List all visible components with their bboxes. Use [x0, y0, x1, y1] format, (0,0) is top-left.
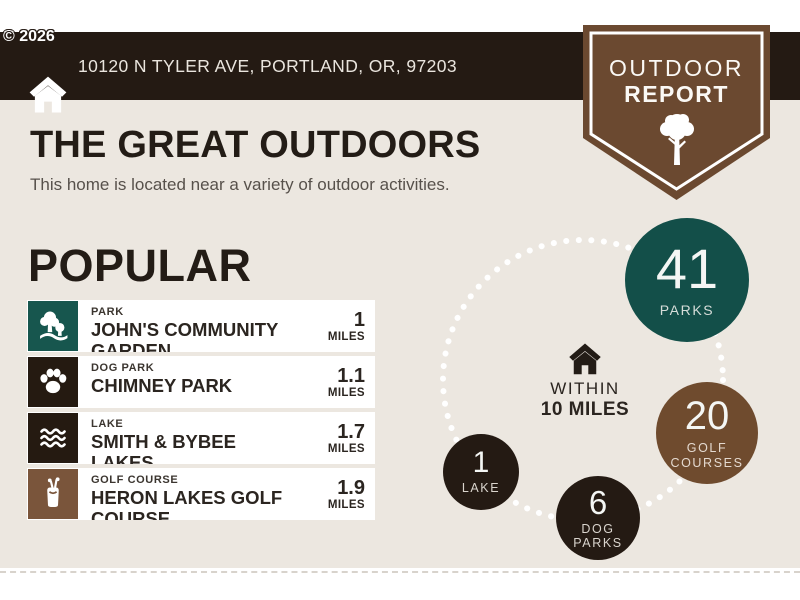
stat-label: GOLF COURSES: [670, 441, 744, 470]
poi-distance: 1.1 MILES: [307, 356, 375, 408]
stat-label: PARKS: [659, 302, 715, 319]
radius-center-label: WITHIN 10 MILES: [525, 342, 645, 421]
list-item-golf-course: GOLF COURSE HERON LAKES GOLF COURSE 1.9 …: [27, 468, 375, 520]
distance-value: 1: [353, 308, 365, 331]
stat-label: LAKE: [461, 481, 501, 496]
waves-icon: [28, 413, 78, 463]
list-item-dog-park: DOG PARK CHIMNEY PARK 1.1 MILES: [27, 356, 375, 408]
copyright-label: © 2026: [3, 28, 55, 45]
poi-category: GOLF COURSE: [91, 474, 179, 486]
distance-unit: MILES: [327, 498, 365, 511]
list-item-text: LAKE SMITH & BYBEE LAKES: [78, 412, 307, 464]
popular-list: PARK JOHN'S COMMUNITY GARDEN 1 MILES: [27, 300, 375, 524]
poi-name: JOHN'S COMMUNITY GARDEN: [91, 319, 279, 352]
stat-bubble-dog-parks: 6 DOG PARKS: [556, 476, 640, 560]
list-item-text: GOLF COURSE HERON LAKES GOLF COURSE: [78, 468, 307, 520]
poi-distance: 1 MILES: [307, 300, 375, 352]
poi-category: DOG PARK: [91, 362, 155, 374]
tree-icon: [659, 114, 694, 165]
poi-distance: 1.9 MILES: [307, 468, 375, 520]
miles-label: 10 MILES: [540, 399, 630, 420]
badge-ribbon-shape: [583, 25, 770, 200]
popular-heading: POPULAR: [28, 240, 252, 291]
badge-title-line1: OUTDOOR: [608, 55, 745, 81]
home-icon: [569, 343, 601, 375]
outdoor-report-badge: OUTDOOR REPORT: [583, 25, 770, 200]
distance-unit: MILES: [327, 442, 365, 455]
poi-category: LAKE: [91, 418, 124, 430]
page-subtitle: This home is located near a variety of o…: [30, 175, 450, 194]
home-icon: [29, 76, 67, 113]
stat-value: 1: [472, 446, 490, 480]
list-item-park: PARK JOHN'S COMMUNITY GARDEN 1 MILES: [27, 300, 375, 352]
stat-bubble-lake: 1 LAKE: [443, 434, 519, 510]
property-address: 10120 N TYLER AVE, PORTLAND, OR, 97203: [78, 55, 457, 76]
distance-unit: MILES: [327, 386, 365, 399]
list-item-lake: LAKE SMITH & BYBEE LAKES 1.7 MILES: [27, 412, 375, 464]
list-item-text: DOG PARK CHIMNEY PARK: [78, 356, 307, 408]
golf-bag-icon: [28, 469, 78, 519]
stat-label: DOG PARKS: [573, 521, 623, 550]
stat-value: 41: [655, 237, 719, 301]
poi-name: HERON LAKES GOLF COURSE: [91, 487, 283, 520]
list-item-text: PARK JOHN'S COMMUNITY GARDEN: [78, 300, 307, 352]
page-title: THE GREAT OUTDOORS: [30, 124, 481, 166]
distance-unit: MILES: [327, 330, 365, 343]
bottom-divider: [0, 571, 800, 573]
paw-icon: [28, 357, 78, 407]
poi-distance: 1.7 MILES: [307, 412, 375, 464]
within-label: WITHIN: [550, 379, 620, 398]
stat-bubble-parks: 41 PARKS: [625, 218, 749, 342]
distance-value: 1.9: [337, 476, 365, 499]
distance-value: 1.1: [337, 364, 365, 387]
poi-category: PARK: [91, 306, 124, 318]
distance-value: 1.7: [337, 420, 365, 443]
stat-value: 6: [588, 483, 608, 521]
stat-value: 20: [684, 394, 730, 439]
stat-bubble-golf-courses: 20 GOLF COURSES: [656, 382, 758, 484]
poi-name: CHIMNEY PARK: [91, 375, 233, 396]
badge-title-line2: REPORT: [624, 81, 729, 107]
poi-name: SMITH & BYBEE LAKES: [91, 431, 236, 464]
park-trees-icon: [28, 301, 78, 351]
